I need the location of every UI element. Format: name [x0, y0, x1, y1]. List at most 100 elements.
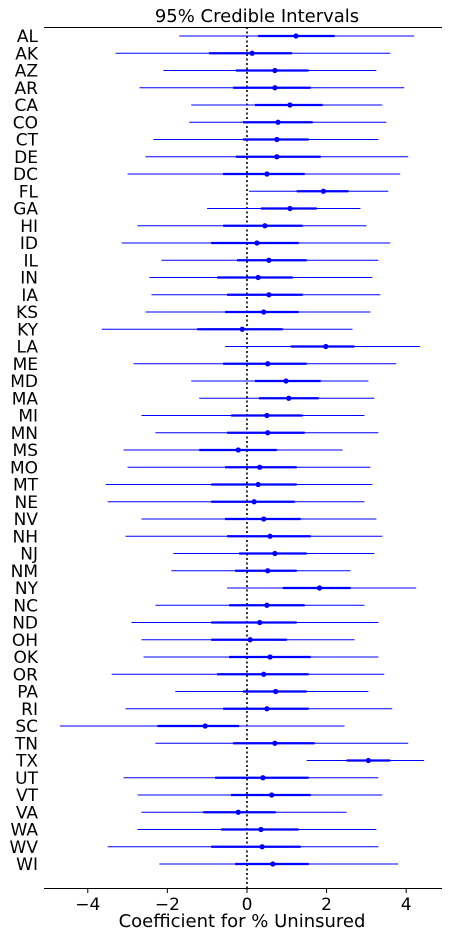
- mean-point-ar: [272, 85, 278, 91]
- state-label-ga: GA: [13, 200, 38, 220]
- mean-point-nh: [267, 533, 273, 539]
- mean-point-il: [266, 257, 272, 263]
- mean-point-ne: [251, 499, 257, 505]
- state-label-tn: TN: [14, 734, 38, 754]
- state-label-nd: ND: [12, 614, 38, 634]
- mean-point-mo: [257, 464, 263, 470]
- state-label-il: IL: [24, 251, 39, 271]
- mean-point-ct: [274, 136, 280, 143]
- state-label-co: CO: [13, 113, 38, 133]
- mean-point-ky: [239, 326, 245, 332]
- mean-point-ut: [260, 775, 266, 781]
- state-label-az: AZ: [15, 62, 38, 82]
- mean-point-nj: [272, 550, 278, 557]
- state-label-ct: CT: [16, 131, 39, 151]
- state-label-wv: WV: [10, 838, 39, 858]
- state-label-ky: KY: [17, 320, 39, 340]
- state-label-tx: TX: [15, 752, 38, 772]
- x-tick-label: −2: [155, 895, 180, 915]
- state-label-pa: PA: [17, 683, 38, 703]
- mean-point-ma: [286, 395, 292, 401]
- mean-point-nd: [257, 619, 263, 626]
- mean-point-mi: [264, 412, 270, 419]
- state-label-ny: NY: [15, 579, 39, 599]
- state-label-wa: WA: [10, 821, 38, 841]
- state-label-ks: KS: [16, 303, 38, 323]
- state-label-va: VA: [16, 803, 39, 823]
- state-label-fl: FL: [19, 182, 39, 202]
- mean-point-tn: [272, 740, 278, 746]
- state-label-de: DE: [14, 148, 38, 168]
- x-tick-label: 0: [242, 895, 253, 915]
- mean-point-id: [254, 240, 260, 246]
- state-label-or: OR: [13, 665, 38, 685]
- state-label-nc: NC: [13, 596, 38, 616]
- state-label-mn: MN: [11, 424, 38, 444]
- state-label-al: AL: [17, 27, 39, 47]
- mean-point-or: [261, 671, 267, 677]
- mean-point-pa: [273, 688, 279, 695]
- mean-point-sc: [202, 723, 208, 729]
- state-label-id: ID: [20, 234, 38, 254]
- mean-point-me: [265, 361, 271, 367]
- mean-point-ok: [267, 654, 273, 660]
- state-label-ca: CA: [15, 96, 39, 116]
- state-label-ut: UT: [15, 769, 38, 789]
- state-label-md: MD: [10, 372, 38, 392]
- state-label-in: IN: [20, 269, 38, 289]
- chart-title: 95% Credible Intervals: [155, 6, 359, 27]
- mean-point-ks: [261, 309, 267, 315]
- state-label-nm: NM: [11, 562, 38, 582]
- state-label-la: LA: [17, 338, 39, 358]
- state-label-ne: NE: [15, 493, 38, 513]
- state-label-nj: NJ: [20, 545, 38, 565]
- mean-point-mn: [265, 430, 271, 436]
- state-label-ma: MA: [12, 389, 39, 409]
- state-label-ak: AK: [15, 44, 39, 64]
- mean-point-fl: [320, 188, 326, 194]
- mean-point-wv: [259, 844, 265, 850]
- mean-point-nc: [264, 602, 270, 608]
- state-label-hi: HI: [20, 217, 38, 237]
- mean-point-mt: [255, 481, 261, 488]
- mean-point-co: [275, 119, 281, 125]
- state-label-ia: IA: [21, 286, 38, 306]
- state-label-ar: AR: [15, 79, 39, 99]
- mean-point-md: [283, 378, 289, 384]
- state-label-oh: OH: [12, 631, 38, 651]
- mean-point-dc: [264, 171, 270, 177]
- state-label-mt: MT: [13, 476, 39, 496]
- x-tick-label: −4: [75, 895, 100, 915]
- state-label-wi: WI: [16, 855, 38, 875]
- state-label-mi: MI: [18, 407, 38, 427]
- x-axis-label: Coefficient for % Uninsured: [119, 911, 366, 932]
- mean-point-az: [272, 67, 278, 74]
- mean-point-ia: [266, 292, 272, 298]
- state-label-sc: SC: [15, 717, 38, 737]
- state-label-nh: NH: [13, 527, 39, 547]
- state-label-ri: RI: [21, 700, 38, 720]
- state-label-mo: MO: [10, 458, 38, 478]
- state-label-nv: NV: [14, 510, 39, 530]
- mean-point-ny: [316, 585, 323, 591]
- mean-point-in: [255, 274, 261, 281]
- mean-point-va: [235, 809, 241, 815]
- mean-point-al: [293, 33, 299, 39]
- mean-point-wa: [258, 826, 264, 833]
- mean-point-tx: [365, 757, 371, 764]
- mean-point-wi: [270, 861, 276, 867]
- mean-point-hi: [262, 223, 268, 229]
- mean-point-nv: [261, 516, 267, 522]
- mean-point-vt: [269, 792, 275, 798]
- mean-point-nm: [265, 568, 271, 574]
- state-label-ms: MS: [13, 441, 38, 461]
- mean-point-de: [274, 154, 280, 160]
- mean-point-ca: [287, 102, 293, 108]
- mean-point-la: [323, 343, 329, 350]
- mean-point-ak: [249, 50, 255, 56]
- mean-point-ms: [235, 447, 241, 453]
- x-tick-label: 4: [401, 895, 412, 915]
- state-label-ok: OK: [13, 648, 38, 668]
